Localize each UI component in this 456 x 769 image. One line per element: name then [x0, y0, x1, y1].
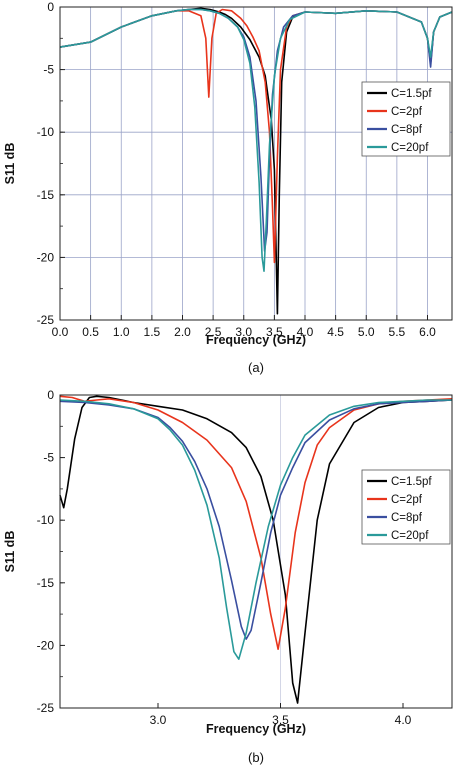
x-tick-label: 1.0 — [113, 325, 130, 339]
plot-frame — [59, 6, 453, 321]
x-axis-title: Frequency (GHz) — [206, 722, 306, 736]
x-tick-label: 5.5 — [389, 325, 406, 339]
x-tick-label: 0.5 — [82, 325, 99, 339]
y-tick-label: -5 — [43, 63, 54, 77]
chart-caption: (b) — [248, 750, 264, 765]
x-tick-label: 3.0 — [235, 325, 252, 339]
y-tick-label: -15 — [37, 576, 55, 590]
legend-label: C=2pf — [391, 494, 423, 506]
plot-frame — [59, 394, 453, 709]
x-tick-label: 4.0 — [297, 325, 314, 339]
x-tick-label: 2.0 — [174, 325, 191, 339]
x-tick-label: 3.5 — [272, 713, 289, 727]
legend-label: C=1.5pf — [391, 88, 432, 100]
y-tick-label: -25 — [37, 701, 55, 715]
x-tick-label: 5.0 — [358, 325, 375, 339]
legend: C=1.5pf C=2pf C=8pf C=20pf — [361, 81, 451, 157]
chart-caption: (a) — [248, 360, 264, 375]
series-line-c-8pf — [59, 399, 453, 640]
y-axis-title: S11 dB — [3, 143, 17, 185]
legend-label: C=8pf — [391, 124, 423, 136]
x-tick-label: 6.0 — [419, 325, 436, 339]
y-tick-label: -20 — [37, 638, 55, 652]
y-tick-label: -25 — [37, 313, 55, 327]
y-tick-label: -10 — [37, 125, 55, 139]
series-line-c-20pf — [59, 8, 453, 273]
legend-label: C=20pf — [391, 142, 429, 154]
legend-label: C=1.5pf — [391, 476, 432, 488]
y-tick-label: -10 — [37, 513, 55, 527]
series-line-c-1-5pf — [59, 395, 453, 704]
legend-box — [361, 469, 451, 545]
legend-box — [361, 81, 451, 157]
series-line-c-20pf — [59, 399, 452, 661]
y-tick-label: -20 — [37, 250, 55, 264]
chart-a: 0 -5 -10 -15 -20 -250.0 0.5 1.0 1.5 2.0 2.5 3.0 3.5 4… — [3, 0, 453, 375]
series-line-c-2pf — [59, 395, 453, 651]
x-tick-label: 0.0 — [52, 325, 69, 339]
x-tick-label: 3.5 — [266, 325, 283, 339]
y-tick-label: -15 — [37, 188, 55, 202]
x-tick-label: 2.5 — [205, 325, 222, 339]
x-tick-label: 1.5 — [144, 325, 161, 339]
y-tick-label: 0 — [47, 0, 54, 14]
y-tick-label: -5 — [43, 451, 54, 465]
legend-label: C=2pf — [391, 106, 423, 118]
x-tick-label: 3.0 — [150, 713, 167, 727]
series-line-c-1-5pf — [59, 7, 453, 315]
y-axis-title: S11 dB — [3, 531, 17, 573]
legend-label: C=8pf — [391, 512, 423, 524]
y-tick-label: 0 — [47, 388, 54, 402]
legend-label: C=20pf — [391, 530, 429, 542]
chart-b: 0 -5 -10 -15 -20 -25 3.0 3.5 4.0 Frequency (GHz) S… — [3, 388, 453, 765]
x-tick-label: 4.0 — [395, 713, 412, 727]
x-tick-label: 4.5 — [327, 325, 344, 339]
legend: C=1.5pf C=2pf C=8pf C=20pf — [361, 469, 451, 545]
x-axis-title: Frequency (GHz) — [206, 333, 306, 347]
